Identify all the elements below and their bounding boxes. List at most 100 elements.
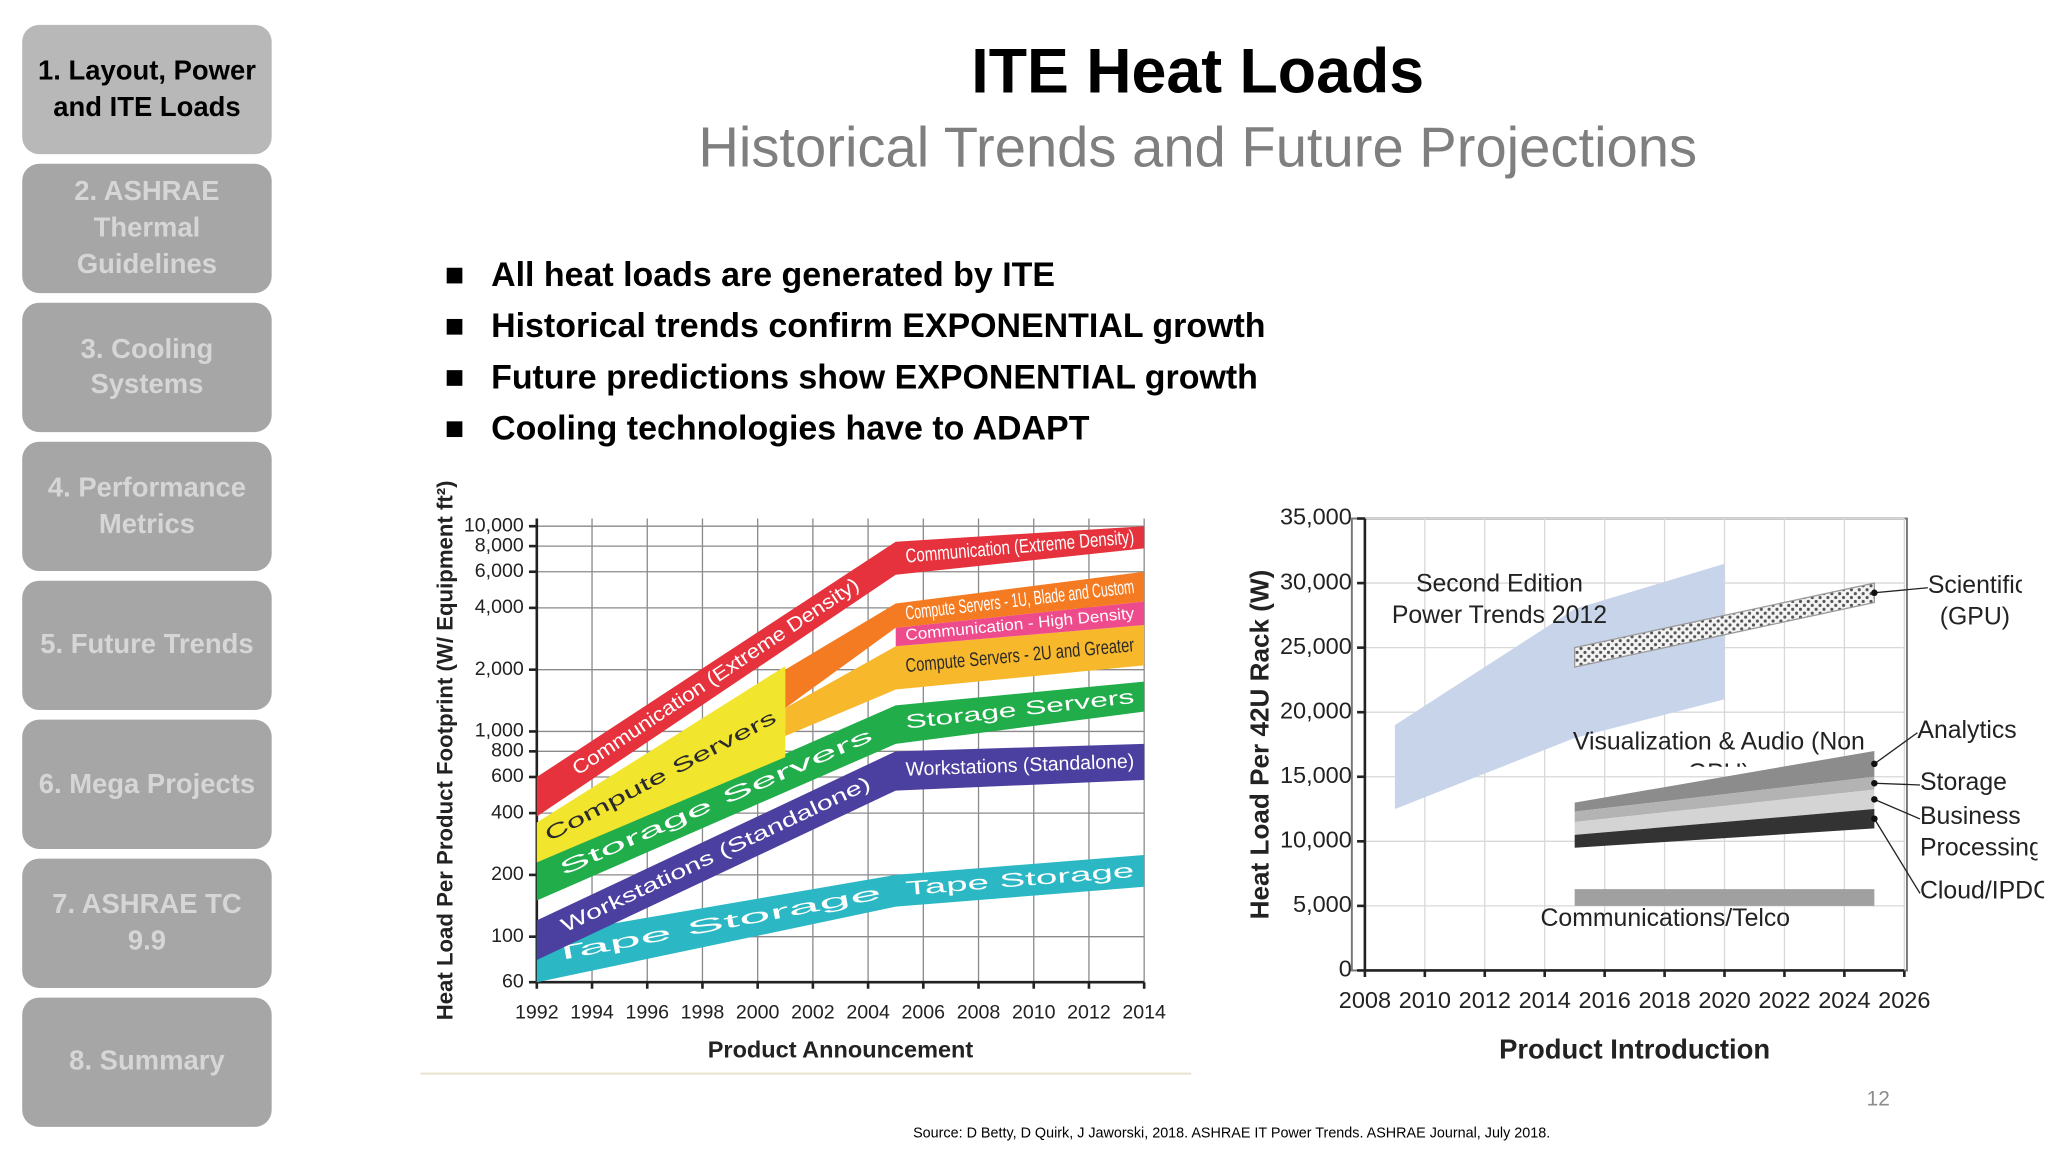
x-tick-label: 2018 — [1638, 987, 1690, 1013]
x-tick-label: 2002 — [791, 1002, 835, 1024]
nav-button[interactable] — [22, 24, 272, 155]
y-tick-label: 8,000 — [475, 534, 524, 556]
band — [1574, 889, 1875, 906]
nav-label-box: 7. ASHRAE TC 9.9 — [52, 889, 242, 956]
x-tick-label: 2004 — [846, 1002, 890, 1024]
nav-label-box: 4. Performance Metrics — [47, 472, 247, 540]
nav-label-box: 3. Cooling Systems — [80, 333, 214, 401]
annotation-box: Visualization & Audio (Non GPU) — [1572, 728, 1865, 767]
bullet-marker — [446, 267, 463, 284]
y-tick-label: 4,000 — [475, 596, 524, 618]
x-tick-label: 1996 — [625, 1002, 669, 1024]
nav-label-box: 8. Summary — [69, 1046, 225, 1077]
annotation: Visualization & Audio (Non GPU) — [1572, 728, 1865, 767]
x-tick-label: 2012 — [1067, 1002, 1111, 1024]
y-tick-label: 15,000 — [1280, 762, 1352, 788]
chart: 1992 1994 1996 1998 2000 2002 2004 2006 2008 2010… — [433, 480, 1166, 1062]
nav-label-box: 2. ASHRAE Thermal Guidelines — [74, 176, 220, 280]
x-tick-label: 2012 — [1459, 987, 1511, 1013]
slide-title: ITE Heat Loads — [971, 36, 1424, 106]
bullet-marker — [446, 370, 463, 386]
nav-label-box: 1. Layout, Power and ITE Loads — [37, 55, 256, 123]
band-label-box: Storage — [1920, 769, 2007, 797]
leader-dot — [1871, 760, 1878, 768]
nav-button[interactable] — [22, 302, 272, 433]
nav-label[interactable]: 4. Performance Metrics — [47, 472, 247, 540]
leader-dot — [1871, 589, 1878, 597]
nav-label[interactable]: 7. ASHRAE TC 9.9 — [52, 889, 242, 956]
y-tick-label: 5,000 — [1293, 891, 1352, 917]
band-label-box: Communications/Telco — [1540, 905, 1791, 933]
nav-label[interactable]: 5. Future Trends — [40, 629, 254, 660]
nav-button[interactable] — [22, 858, 272, 988]
band — [536, 526, 1145, 817]
bullet-marker — [446, 421, 463, 438]
band-label-box: Business Processing — [1920, 803, 2038, 861]
band — [536, 681, 1145, 901]
y-tick-label: 30,000 — [1280, 568, 1352, 594]
y-tick-label: 25,000 — [1280, 633, 1352, 659]
nav-label[interactable]: 8. Summary — [69, 1046, 225, 1077]
bullet-text: Cooling technologies have to ADAPT — [491, 409, 1090, 447]
y-tick-label: 1,000 — [475, 720, 524, 742]
x-axis-title: Product Announcement — [708, 1037, 974, 1063]
band-label: Storage — [1920, 769, 2007, 797]
x-tick-label: 2008 — [1339, 987, 1391, 1013]
band — [895, 601, 1145, 647]
y-tick-label: 35,000 — [1280, 504, 1352, 530]
y-tick-label: 800 — [491, 740, 524, 762]
y-tick-label: 2,000 — [475, 658, 524, 680]
x-tick-label: 2010 — [1012, 1002, 1056, 1024]
nav-button[interactable] — [22, 719, 272, 849]
nav-label-box: 5. Future Trends — [40, 629, 254, 660]
bullet-text: Historical trends confirm EXPONENTIAL gr… — [491, 307, 1265, 345]
band — [536, 666, 786, 863]
x-tick-label: 2024 — [1818, 987, 1870, 1013]
chart: 2008 2010 2012 2014 2016 2018 2020 2022 2024 2026… — [1245, 504, 1931, 1065]
band-label: Second Edition Power Trends 2012 — [1391, 570, 1608, 630]
leader-line — [1874, 798, 1921, 820]
y-tick-label: 0 — [1339, 956, 1352, 982]
x-tick-label: 1992 — [515, 1002, 559, 1024]
nav-label[interactable]: 1. Layout, Power and ITE Loads — [37, 55, 256, 123]
x-tick-label: 2000 — [736, 1002, 780, 1024]
band-label-box: Analytics — [1917, 717, 2017, 745]
x-tick-label: 2008 — [957, 1002, 1001, 1024]
x-tick-label: 2014 — [1122, 1002, 1166, 1024]
nav-label[interactable]: 2. ASHRAE Thermal Guidelines — [74, 176, 220, 280]
band-label: Cloud/IPDC — [1920, 877, 2045, 906]
nav-label[interactable]: 3. Cooling Systems — [80, 333, 214, 401]
band-label-box: Second Edition Power Trends 2012 — [1391, 570, 1608, 630]
y-tick-label: 10,000 — [464, 514, 524, 536]
band — [1394, 563, 1725, 810]
nav-button[interactable] — [22, 997, 272, 1127]
nav-label[interactable]: 6. Mega Projects — [38, 768, 256, 799]
x-tick-label: 2020 — [1698, 987, 1750, 1013]
nav-button[interactable] — [22, 441, 272, 572]
y-tick-label: 100 — [491, 925, 524, 947]
y-tick-label: 6,000 — [475, 560, 524, 582]
band-label: Communications/Telco — [1540, 905, 1791, 933]
leader-dot — [1871, 796, 1878, 803]
bullet-text: All heat loads are generated by ITE — [491, 256, 1055, 294]
x-tick-label: 2006 — [902, 1002, 946, 1024]
nav-button[interactable] — [22, 580, 272, 711]
y-tick-label: 60 — [502, 970, 524, 992]
nav-button[interactable] — [22, 163, 272, 294]
bullet-marker — [446, 318, 463, 335]
x-tick-label: 2010 — [1399, 987, 1451, 1013]
band-label: Scientific (GPU) — [1927, 572, 2022, 631]
leader-line — [1874, 782, 1921, 786]
band — [785, 571, 1145, 709]
source-note: Source: D Betty, D Quirk, J Jaworski, 20… — [913, 1126, 1550, 1142]
band-label-box: Cloud/IPDC — [1920, 877, 2045, 906]
band-label: Analytics — [1917, 717, 2017, 745]
x-axis-title: Product Introduction — [1499, 1034, 1770, 1065]
y-tick-label: 600 — [491, 765, 524, 787]
x-tick-label: 2016 — [1579, 987, 1631, 1013]
band — [1574, 789, 1875, 835]
leader-dot — [1871, 779, 1878, 787]
x-tick-label: 2014 — [1519, 987, 1571, 1013]
